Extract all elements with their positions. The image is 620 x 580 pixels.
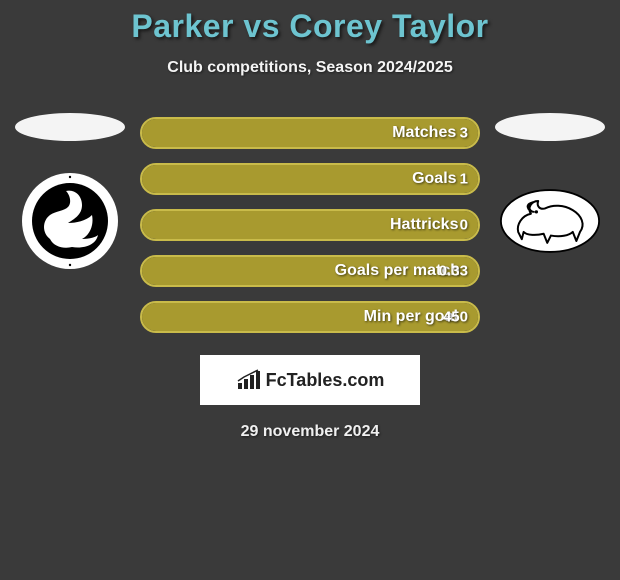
- brand-box: FcTables.com: [200, 355, 420, 405]
- stat-value-right: 3: [460, 125, 468, 142]
- stat-bar: Matches3: [140, 117, 480, 149]
- brand-label: FcTables.com: [266, 370, 385, 391]
- comparison-row: Matches3 Goals1 Hattricks0 Goals per match0…: [0, 113, 620, 333]
- left-club-column: [10, 113, 130, 271]
- stat-value-right: 450: [443, 309, 468, 326]
- stat-value-right: 1: [460, 171, 468, 188]
- right-club-logo: [500, 171, 600, 271]
- stat-value-right: 0: [460, 217, 468, 234]
- stat-bar: Goals1: [140, 163, 480, 195]
- subtitle: Club competitions, Season 2024/2025: [0, 59, 620, 77]
- left-player-oval: [15, 113, 125, 141]
- stat-bar: Goals per match0.33: [140, 255, 480, 287]
- swansea-logo-icon: [20, 171, 120, 271]
- stat-bar: Min per goal450: [140, 301, 480, 333]
- right-club-column: [490, 113, 610, 271]
- brand-chart-icon: [236, 369, 262, 391]
- stat-label: Matches: [392, 124, 456, 142]
- stat-value-right: 0.33: [439, 263, 468, 280]
- page-title: Parker vs Corey Taylor: [0, 8, 620, 45]
- right-player-oval: [495, 113, 605, 141]
- stat-bar: Hattricks0: [140, 209, 480, 241]
- derby-logo-icon: [500, 181, 600, 261]
- stat-label: Hattricks: [390, 216, 458, 234]
- stats-column: Matches3 Goals1 Hattricks0 Goals per match0…: [140, 113, 480, 333]
- left-club-logo: [20, 171, 120, 271]
- stat-label: Goals: [412, 170, 456, 188]
- date-label: 29 november 2024: [0, 423, 620, 441]
